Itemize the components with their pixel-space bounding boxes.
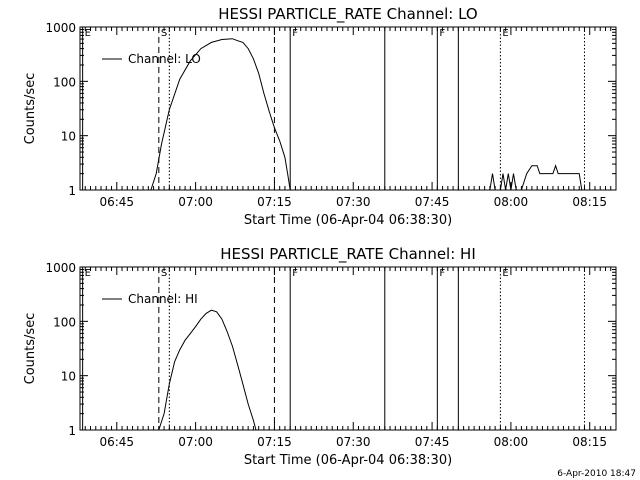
chart-panel-1: HESSI PARTICLE_RATE Channel: LO 06:45 07:0… [23,5,617,228]
x-tick-label: 07:15 [257,435,292,449]
legend-label: Channel: HI [128,292,198,306]
series-line [520,164,583,191]
y-tick-label: 10 [61,130,76,144]
y-tick-label: 10 [61,370,76,384]
y-tick-label: 100 [53,315,76,329]
x-tick-label: 07:00 [178,195,213,209]
marker-label: S [161,268,167,279]
marker-label: F [439,28,445,39]
series-line [499,173,517,191]
y-tick-label: 1 [68,424,76,438]
y-tick-label: 1000 [45,261,76,275]
x-tick-label: 07:30 [336,435,371,449]
legend-label: Channel: LO [128,52,201,66]
y-tick-label: 100 [53,75,76,89]
x-tick-label: 08:15 [572,195,607,209]
x-tick-label: 08:15 [572,435,607,449]
x-tick-label: 07:45 [415,435,450,449]
x-tick-label: 06:45 [99,195,134,209]
marker-label: F [439,268,445,279]
x-axis-label: Start Time (06-Apr-04 06:38:30) [244,453,452,468]
x-tick-label: 07:30 [336,195,371,209]
chart-title: HESSI PARTICLE_RATE Channel: HI [220,245,476,264]
footer-timestamp: 6-Apr-2010 18:47 [557,469,636,479]
x-tick-label: 07:00 [178,435,213,449]
x-tick-label: 08:00 [494,435,529,449]
marker-label: E [85,28,91,39]
marker-label: E [502,28,508,39]
series-line [150,38,291,191]
y-tick-label: 1 [68,184,76,198]
x-tick-label: 07:15 [257,195,292,209]
x-tick-label: 07:45 [415,195,450,209]
x-axis-label: Start Time (06-Apr-04 06:38:30) [244,213,452,228]
chart-title: HESSI PARTICLE_RATE Channel: LO [218,5,477,24]
y-tick-label: 1000 [45,21,76,35]
series-line [489,173,496,191]
chart-panel-2: HESSI PARTICLE_RATE Channel: HI 06:45 07:0… [23,245,617,468]
marker-label: E [85,268,91,279]
marker-label: F [292,28,298,39]
x-tick-label: 06:45 [99,435,134,449]
marker-label: S [161,28,167,39]
marker-label: E [502,268,508,279]
y-axis-label: Counts/sec [23,313,38,385]
marker-label: F [292,268,298,279]
x-tick-label: 08:00 [494,195,529,209]
series-line [158,309,257,431]
y-axis-label: Counts/sec [23,73,38,145]
